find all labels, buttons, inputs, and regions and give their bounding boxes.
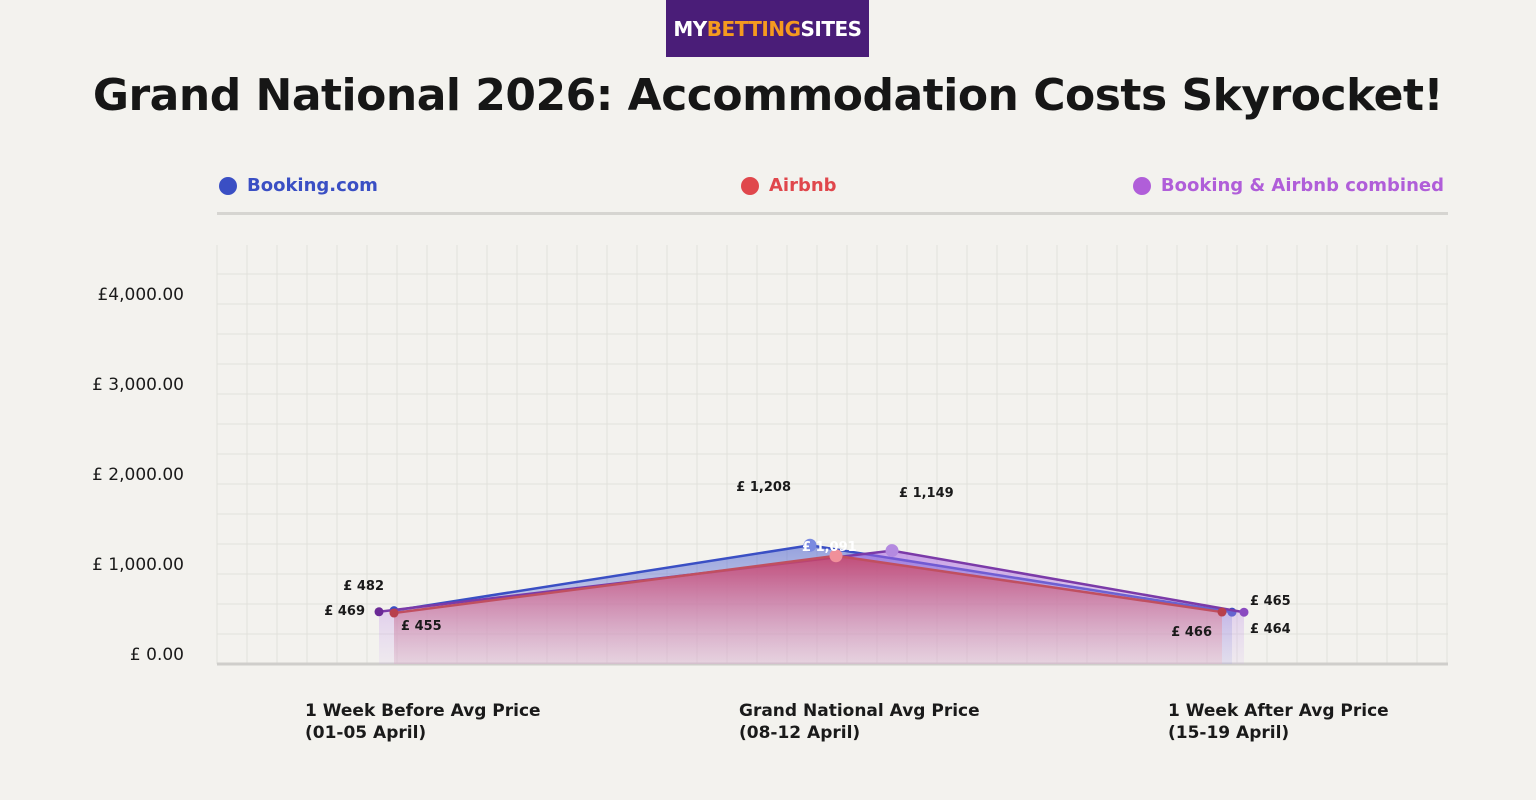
brand-logo[interactable]: MY BETTING SITES bbox=[666, 0, 869, 57]
x-label-line2: (08-12 April) bbox=[739, 723, 861, 743]
data-point bbox=[803, 538, 817, 552]
x-label-line1: Grand National Avg Price bbox=[739, 701, 980, 721]
x-label-line1: 1 Week Before Avg Price bbox=[305, 701, 541, 721]
data-point bbox=[1217, 607, 1227, 617]
legend-dot-icon bbox=[741, 176, 759, 195]
x-axis-label-grand-national: Grand National Avg Price (08-12 April) bbox=[739, 700, 980, 744]
y-tick-label: £4,000.00 bbox=[97, 285, 184, 305]
data-label: £ 1,208 bbox=[736, 480, 791, 495]
x-axis-label-before: 1 Week Before Avg Price (01-05 April) bbox=[305, 700, 541, 744]
legend-dot-icon bbox=[1132, 176, 1151, 195]
data-point bbox=[829, 549, 843, 563]
data-label: £ 464 bbox=[1250, 622, 1291, 637]
data-point bbox=[374, 607, 384, 617]
legend-label-combined: Booking & Airbnb combined bbox=[1160, 175, 1444, 196]
data-label: £ 1,091 bbox=[802, 540, 857, 555]
legend-label-airbnb: Airbnb bbox=[769, 175, 837, 196]
data-point bbox=[885, 544, 899, 558]
page-title: Grand National 2026: Accommodation Costs… bbox=[92, 70, 1444, 121]
logo-text-my: MY bbox=[673, 16, 707, 41]
logo-text-sites: SITES bbox=[800, 16, 863, 41]
chart-legend: Booking.com Airbnb Booking & Airbnb comb… bbox=[217, 170, 1448, 215]
legend-item-airbnb: Airbnb bbox=[741, 175, 837, 196]
data-label: £ 469 bbox=[324, 604, 365, 619]
legend-item-combined: Booking & Airbnb combined bbox=[1132, 175, 1444, 196]
data-label: £ 455 bbox=[401, 619, 442, 634]
x-axis-label-after: 1 Week After Avg Price (15-19 April) bbox=[1168, 700, 1389, 744]
data-label: £ 465 bbox=[1250, 594, 1291, 609]
y-tick-label: £ 2,000.00 bbox=[92, 465, 184, 485]
x-label-line1: 1 Week After Avg Price bbox=[1168, 701, 1389, 721]
data-point bbox=[1239, 607, 1249, 617]
data-label: £ 1,149 bbox=[899, 486, 954, 501]
y-tick-label: £ 1,000.00 bbox=[92, 555, 184, 575]
y-tick-label: £ 3,000.00 bbox=[92, 375, 184, 395]
data-label: £ 466 bbox=[1171, 625, 1212, 640]
legend-label-booking: Booking.com bbox=[247, 175, 378, 196]
x-label-line2: (01-05 April) bbox=[305, 723, 427, 743]
series-1 bbox=[389, 549, 1227, 664]
y-tick-label: £ 0.00 bbox=[130, 645, 184, 665]
x-label-line2: (15-19 April) bbox=[1168, 723, 1290, 743]
logo-text-betting: BETTING bbox=[706, 16, 801, 41]
data-label: £ 482 bbox=[343, 579, 384, 594]
data-point bbox=[389, 608, 399, 618]
legend-item-booking: Booking.com bbox=[219, 175, 378, 196]
series-area bbox=[394, 555, 1222, 664]
legend-dot-icon bbox=[219, 176, 237, 195]
